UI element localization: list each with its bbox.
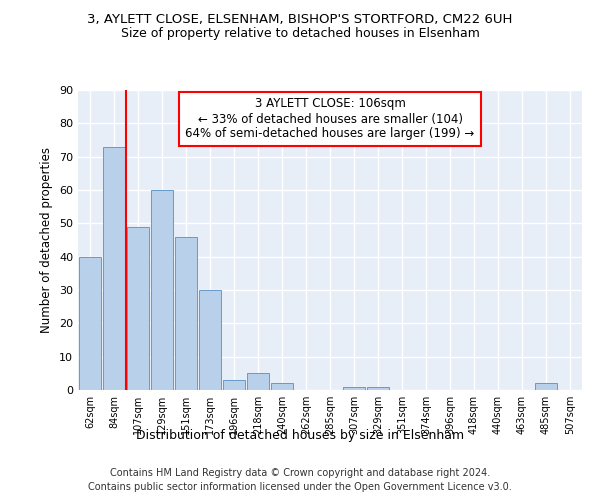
Text: 3 AYLETT CLOSE: 106sqm
← 33% of detached houses are smaller (104)
64% of semi-de: 3 AYLETT CLOSE: 106sqm ← 33% of detached… — [185, 98, 475, 140]
Text: Contains HM Land Registry data © Crown copyright and database right 2024.: Contains HM Land Registry data © Crown c… — [110, 468, 490, 477]
Y-axis label: Number of detached properties: Number of detached properties — [40, 147, 53, 333]
Text: Distribution of detached houses by size in Elsenham: Distribution of detached houses by size … — [136, 428, 464, 442]
Bar — [223, 380, 245, 390]
Text: Size of property relative to detached houses in Elsenham: Size of property relative to detached ho… — [121, 28, 479, 40]
Bar — [535, 384, 557, 390]
Bar — [271, 384, 293, 390]
Bar — [79, 256, 101, 390]
Text: 3, AYLETT CLOSE, ELSENHAM, BISHOP'S STORTFORD, CM22 6UH: 3, AYLETT CLOSE, ELSENHAM, BISHOP'S STOR… — [88, 12, 512, 26]
Bar — [127, 226, 149, 390]
Bar — [151, 190, 173, 390]
Bar — [103, 146, 125, 390]
Bar — [175, 236, 197, 390]
Bar — [247, 374, 269, 390]
Bar — [367, 386, 389, 390]
Text: Contains public sector information licensed under the Open Government Licence v3: Contains public sector information licen… — [88, 482, 512, 492]
Bar — [343, 386, 365, 390]
Bar — [199, 290, 221, 390]
